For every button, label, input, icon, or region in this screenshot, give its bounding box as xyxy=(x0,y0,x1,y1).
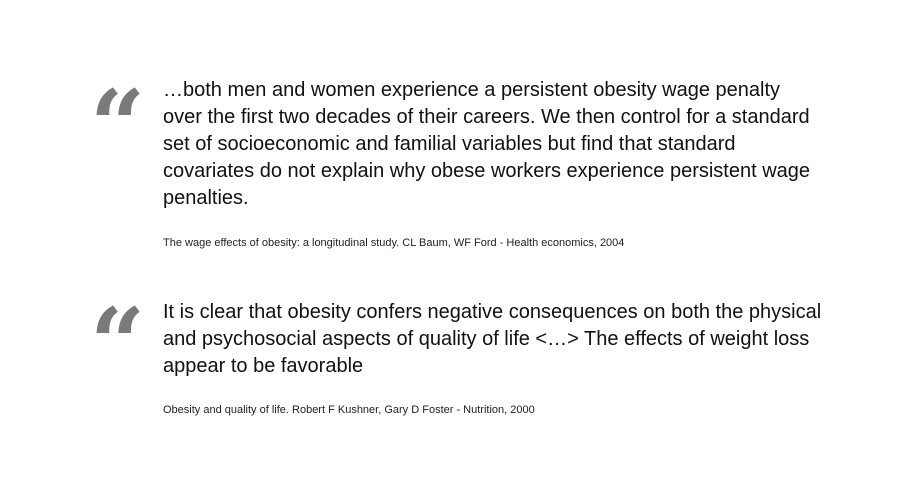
quotation-mark-icon: “ xyxy=(90,287,145,400)
quote-citation: The wage effects of obesity: a longitudi… xyxy=(163,237,625,249)
quote-citation: Obesity and quality of life. Robert F Ku… xyxy=(163,404,535,416)
quote-text: It is clear that obesity confers negativ… xyxy=(163,301,822,377)
quotation-mark-icon: “ xyxy=(90,69,145,182)
quote-text: …both men and women experience a persist… xyxy=(163,79,811,209)
